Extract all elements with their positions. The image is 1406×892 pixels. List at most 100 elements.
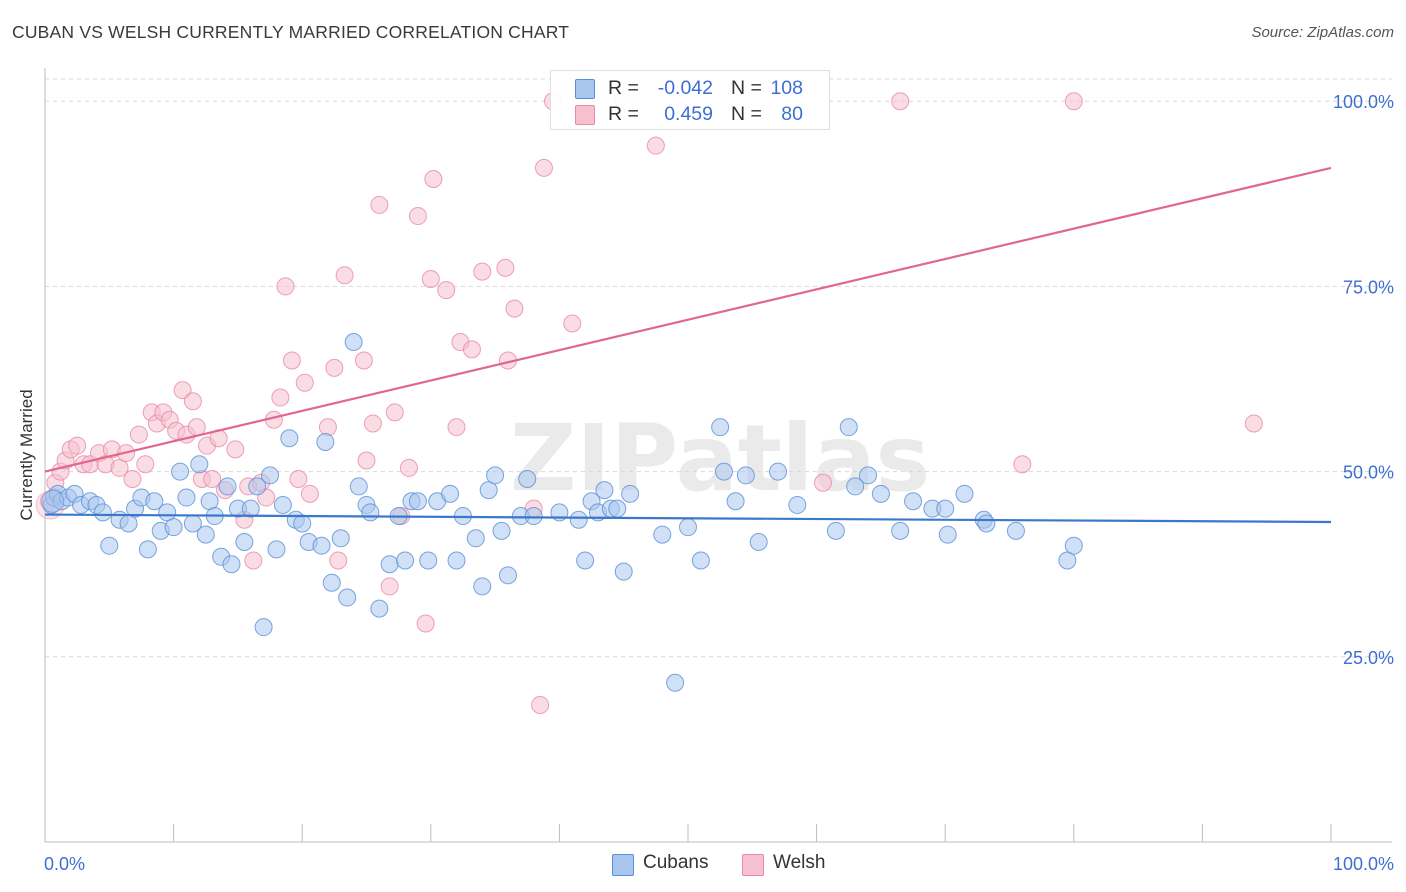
cubans-point (267, 540, 286, 559)
welsh-point (226, 440, 245, 459)
grid-lines (45, 78, 1392, 658)
cubans-point (846, 477, 865, 496)
cubans-point (273, 495, 292, 514)
welsh-point (531, 695, 550, 714)
n-value: 108 (770, 77, 803, 99)
cubans-trend-line (44, 513, 1332, 524)
cubans-point (859, 466, 878, 485)
cubans-point (691, 551, 710, 570)
r-label: R = (608, 77, 639, 99)
welsh-point (891, 92, 910, 111)
welsh-legend-swatch (742, 854, 764, 876)
welsh-point (437, 281, 456, 300)
cubans-point (361, 503, 380, 522)
cubans-point (190, 455, 209, 474)
stats-row-cubans: R = -0.042 N = 108 (551, 75, 829, 101)
welsh-point (282, 351, 301, 370)
welsh-point (354, 351, 373, 370)
cubans-point (41, 489, 65, 513)
cubans-point (826, 521, 845, 540)
welsh-point (129, 425, 148, 444)
welsh-point (363, 414, 382, 433)
welsh-point (295, 373, 314, 392)
r-value: -0.042 (657, 77, 713, 99)
welsh-swatch (575, 105, 595, 125)
cubans-point (473, 577, 492, 596)
r-label: R = (608, 103, 639, 125)
cubans-point (595, 481, 614, 500)
welsh-point (289, 470, 308, 489)
cubans-point (218, 477, 237, 496)
welsh-point (370, 195, 389, 214)
y-tick-label: 50.0% (1343, 463, 1394, 483)
cubans-point (479, 481, 498, 500)
y-tick-label: 100.0% (1333, 92, 1394, 112)
cubans-point (280, 429, 299, 448)
cubans-point (715, 462, 734, 481)
tick-labels: 25.0% 50.0% 75.0% 100.0% 0.0% 100.0% (44, 92, 1394, 874)
cubans-point (316, 432, 335, 451)
welsh-point (646, 136, 665, 155)
cubans-point (955, 484, 974, 503)
cubans-legend-swatch (612, 854, 634, 876)
cubans-point (447, 551, 466, 570)
cubans-point (408, 492, 427, 511)
welsh-point (563, 314, 582, 333)
cubans-point (524, 507, 543, 526)
n-label: N = (731, 77, 762, 99)
welsh-point (1064, 92, 1083, 111)
cubans-point (235, 532, 254, 551)
welsh-point (318, 418, 337, 437)
welsh-point (505, 299, 524, 318)
cubans-point (380, 555, 399, 574)
welsh-points (35, 92, 1263, 714)
welsh-point (462, 340, 481, 359)
trend-lines (44, 166, 1332, 524)
welsh-point (123, 470, 142, 489)
stats-legend: R = -0.042 N = 108 R = 0.459 N = 80 (550, 70, 830, 130)
cubans-point (100, 536, 119, 555)
cubans-point (769, 462, 788, 481)
cubans-point (177, 488, 196, 507)
n-value: 80 (781, 103, 803, 125)
cubans-point (839, 418, 858, 437)
welsh-point (173, 381, 192, 400)
cubans-point (711, 418, 730, 437)
welsh-point (300, 484, 319, 503)
welsh-point (473, 262, 492, 281)
welsh-point (329, 551, 348, 570)
cubans-point (331, 529, 350, 548)
welsh-point (110, 458, 129, 477)
cubans-point (196, 525, 215, 544)
cubans-point (164, 518, 183, 537)
cubans-point (666, 673, 685, 692)
x-tick-label: 100.0% (1333, 854, 1394, 874)
cubans-swatch (575, 79, 595, 99)
cubans-point (1058, 551, 1077, 570)
x-tick-label: 0.0% (44, 854, 85, 874)
welsh-point (244, 551, 263, 570)
cubans-point (608, 499, 627, 518)
welsh-point (416, 614, 435, 633)
y-tick-label: 75.0% (1343, 277, 1394, 297)
cubans-point (726, 492, 745, 511)
cubans-point (486, 466, 505, 485)
welsh-point (203, 470, 222, 489)
source-credit: Source: ZipAtlas.com (1251, 24, 1394, 41)
cubans-point (248, 477, 267, 496)
cubans-point (241, 499, 260, 518)
cubans-point (349, 477, 368, 496)
welsh-point (447, 418, 466, 437)
welsh-point (380, 577, 399, 596)
cubans-point (498, 566, 517, 585)
cubans-point (736, 466, 755, 485)
welsh-point (183, 392, 202, 411)
welsh-point (424, 170, 443, 189)
welsh-point (1013, 455, 1032, 474)
welsh-point (399, 458, 418, 477)
cubans-point (158, 503, 177, 522)
cubans-point (93, 503, 112, 522)
cubans-point (261, 466, 280, 485)
cubans-point (891, 521, 910, 540)
